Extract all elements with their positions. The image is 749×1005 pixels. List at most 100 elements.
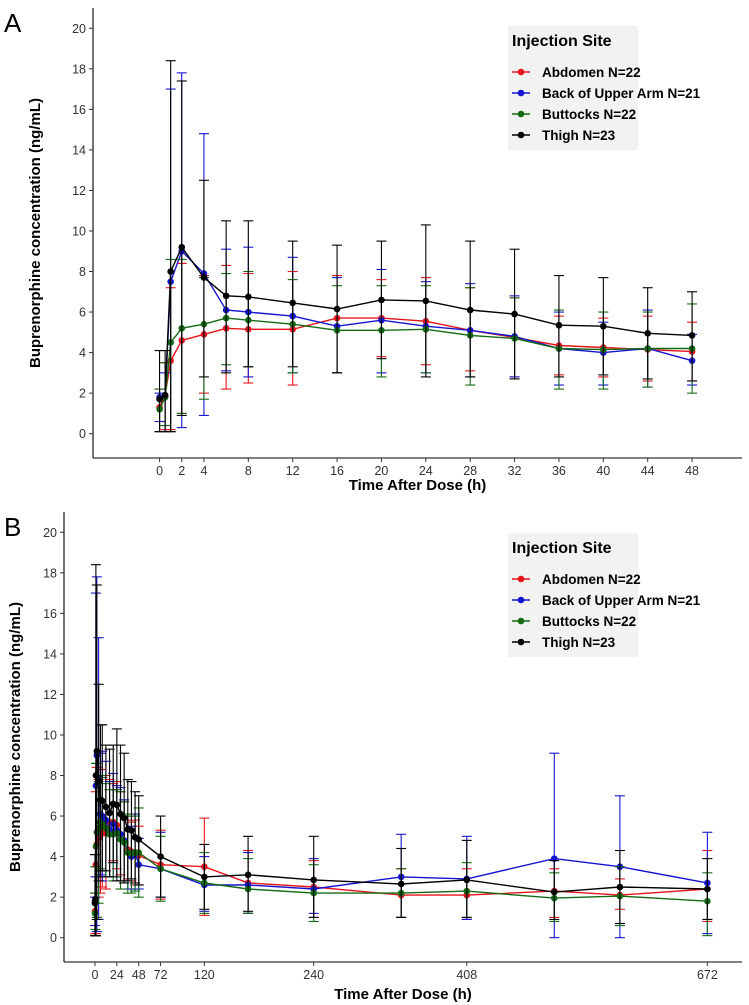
legend-marker	[517, 68, 525, 76]
legend-item-abdomen-n-22: Abdomen N=22	[512, 65, 641, 80]
legend-item-thigh-n-23: Thigh N=23	[512, 635, 616, 650]
data-point	[616, 883, 624, 891]
x-tick-label: 36	[552, 464, 566, 478]
x-tick-label: 48	[685, 464, 699, 478]
data-point	[397, 880, 405, 888]
series-thigh-n-23	[89, 564, 713, 937]
legend-item-back-of-upper-arm-n-21: Back of Upper Arm N=21	[512, 86, 701, 101]
legend-marker	[517, 575, 525, 583]
data-point	[157, 853, 164, 860]
x-tick-label: 44	[641, 464, 655, 478]
legend-marker	[517, 596, 525, 604]
data-point	[98, 797, 106, 805]
data-point	[222, 292, 230, 300]
x-tick-label: 408	[456, 968, 477, 982]
x-tick-label: 2	[178, 464, 185, 478]
data-point	[167, 268, 174, 275]
legend-background	[508, 26, 638, 150]
data-point	[113, 801, 121, 809]
data-point	[244, 871, 252, 879]
data-point	[120, 814, 128, 822]
x-tick-label: 8	[245, 464, 252, 478]
series-thigh-n-23	[154, 60, 698, 433]
x-axis-title: Time After Dose (h)	[334, 986, 472, 1003]
legend-title: Injection Site	[512, 540, 612, 557]
x-tick-label: 12	[286, 464, 300, 478]
x-tick-label: 20	[374, 464, 388, 478]
y-tick-label: 12	[43, 688, 57, 702]
x-tick-label: 120	[194, 968, 215, 982]
y-tick-label: 6	[79, 306, 86, 320]
legend: Injection Site Abdomen N=22 Back of Upper …	[508, 533, 701, 657]
legend-marker	[517, 89, 525, 97]
data-point	[93, 747, 101, 755]
data-point	[704, 885, 711, 893]
x-tick-label: 0	[156, 464, 163, 478]
y-tick-label: 8	[50, 769, 57, 783]
data-point	[550, 888, 558, 896]
x-tick-label: 24	[110, 968, 124, 982]
legend: Injection Site Abdomen N=22 Back of Upper …	[508, 26, 701, 150]
data-point	[178, 243, 186, 251]
y-tick-label: 2	[50, 891, 57, 905]
data-point	[128, 826, 135, 834]
data-point	[289, 299, 296, 307]
x-tick-label: 72	[154, 968, 168, 982]
legend-item-buttocks-n-22: Buttocks N=22	[512, 614, 636, 629]
panel-label: B	[4, 512, 21, 542]
y-tick-label: 8	[79, 265, 86, 279]
data-point	[92, 772, 100, 779]
x-tick-label: 4	[200, 464, 207, 478]
legend-background	[508, 533, 638, 657]
x-tick-label: 0	[92, 968, 99, 982]
x-tick-label: 24	[419, 464, 433, 478]
data-point	[245, 293, 252, 301]
x-tick-label: 48	[132, 968, 146, 982]
data-point	[310, 876, 317, 884]
data-point	[333, 305, 341, 313]
data-point	[161, 391, 169, 399]
y-tick-label: 4	[50, 850, 57, 864]
y-axis-title: Buprenorphine concentration (ng/mL)	[27, 98, 44, 368]
panel-label: A	[4, 8, 22, 38]
legend-label: Buttocks N=22	[542, 107, 636, 122]
data-point	[644, 330, 652, 337]
data-point	[135, 836, 143, 843]
data-point	[463, 876, 471, 884]
legend-label: Thigh N=23	[542, 128, 616, 143]
y-tick-label: 16	[72, 103, 86, 117]
data-point	[92, 895, 99, 903]
data-point	[201, 873, 208, 881]
x-tick-label: 40	[596, 464, 610, 478]
legend-label: Buttocks N=22	[542, 614, 636, 629]
legend-marker	[517, 131, 525, 139]
x-axis-title: Time After Dose (h)	[349, 477, 487, 494]
x-tick-label: 672	[697, 968, 718, 982]
x-tick-label: 240	[303, 968, 324, 982]
y-tick-label: 0	[79, 427, 86, 441]
data-point	[200, 274, 208, 281]
y-tick-label: 10	[43, 728, 57, 742]
y-tick-label: 18	[43, 566, 57, 580]
legend-label: Abdomen N=22	[542, 65, 641, 80]
data-point	[102, 803, 110, 811]
legend-label: Abdomen N=22	[542, 572, 641, 587]
legend-item-abdomen-n-22: Abdomen N=22	[512, 572, 641, 587]
data-point	[422, 297, 430, 305]
y-axis-title: Buprenorphine concentration (ng/mL)	[7, 602, 24, 872]
legend-marker	[517, 617, 525, 625]
legend-label: Back of Upper Arm N=21	[542, 593, 701, 608]
data-point	[555, 321, 563, 329]
y-tick-label: 6	[50, 810, 57, 824]
y-tick-label: 16	[43, 607, 57, 621]
data-point	[688, 332, 696, 339]
data-point	[95, 778, 102, 785]
y-tick-label: 14	[72, 143, 86, 157]
y-tick-label: 20	[72, 22, 86, 36]
x-tick-label: 32	[508, 464, 522, 478]
x-tick-label: 16	[330, 464, 344, 478]
data-point	[106, 809, 113, 817]
y-tick-label: 18	[72, 62, 86, 76]
